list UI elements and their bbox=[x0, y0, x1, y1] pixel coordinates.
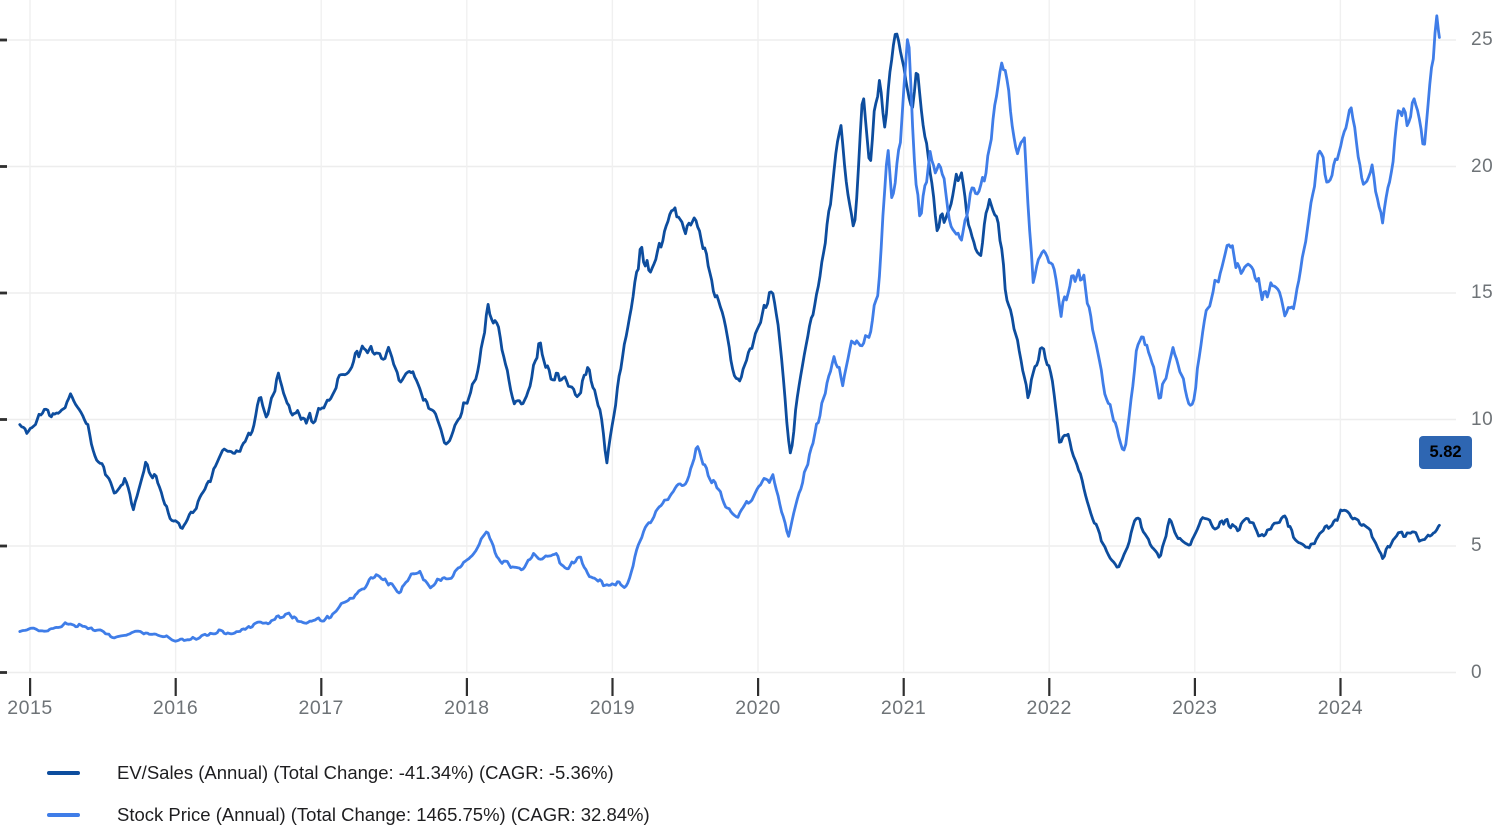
legend-item-stock-price[interactable]: Stock Price (Annual) (Total Change: 1465… bbox=[47, 794, 650, 831]
x-axis-label: 2020 bbox=[735, 697, 781, 719]
x-axis-tick bbox=[611, 678, 614, 696]
legend-swatch-stock-price-icon bbox=[47, 812, 80, 818]
y-axis-tick bbox=[0, 671, 7, 674]
x-axis-label: 2024 bbox=[1317, 697, 1364, 719]
x-axis-tick bbox=[1048, 678, 1051, 696]
last-value-badge: 5.82 bbox=[1419, 436, 1472, 469]
x-axis-tick bbox=[29, 678, 32, 696]
series-line-ev-sales[interactable] bbox=[18, 32, 1441, 569]
legend-label-ev-sales: EV/Sales (Annual) (Total Change: -41.34%… bbox=[117, 762, 614, 783]
x-axis-tick bbox=[174, 678, 177, 696]
y-axis-label: 10 bbox=[1471, 408, 1494, 430]
x-axis-tick bbox=[902, 678, 905, 696]
y-axis-label: 5 bbox=[1471, 535, 1483, 556]
x-axis-tick bbox=[1339, 678, 1342, 696]
y-axis-label: 0 bbox=[1471, 661, 1483, 683]
series-line-stock-price[interactable] bbox=[18, 14, 1441, 643]
y-axis-label: 25 bbox=[1471, 29, 1494, 50]
x-axis-tick bbox=[320, 678, 323, 696]
y-axis-tick bbox=[0, 38, 7, 42]
y-axis-tick bbox=[0, 291, 7, 295]
x-axis-label: 2015 bbox=[7, 697, 53, 719]
y-axis-tick bbox=[0, 165, 7, 168]
y-axis-tick bbox=[0, 418, 7, 421]
x-axis-label: 2017 bbox=[298, 697, 344, 719]
y-axis-label: 15 bbox=[1471, 282, 1494, 303]
y-axis-tick bbox=[0, 544, 7, 548]
legend: EV/Sales (Annual) (Total Change: -41.34%… bbox=[47, 752, 650, 831]
y-axis-label: 20 bbox=[1471, 155, 1494, 177]
x-axis-tick bbox=[465, 678, 468, 696]
legend-item-ev-sales[interactable]: EV/Sales (Annual) (Total Change: -41.34%… bbox=[47, 752, 650, 794]
x-axis-label: 2018 bbox=[444, 697, 490, 719]
x-axis-label: 2022 bbox=[1026, 697, 1072, 719]
legend-swatch-ev-sales-icon bbox=[47, 770, 80, 776]
legend-label-stock-price: Stock Price (Annual) (Total Change: 1465… bbox=[117, 804, 650, 825]
x-axis-tick bbox=[1193, 678, 1196, 696]
x-axis-label: 2023 bbox=[1172, 697, 1218, 719]
x-axis-label: 2021 bbox=[880, 697, 927, 719]
x-axis-label: 2016 bbox=[152, 697, 199, 719]
x-axis-tick bbox=[757, 678, 760, 696]
x-axis-label: 2019 bbox=[589, 697, 636, 719]
